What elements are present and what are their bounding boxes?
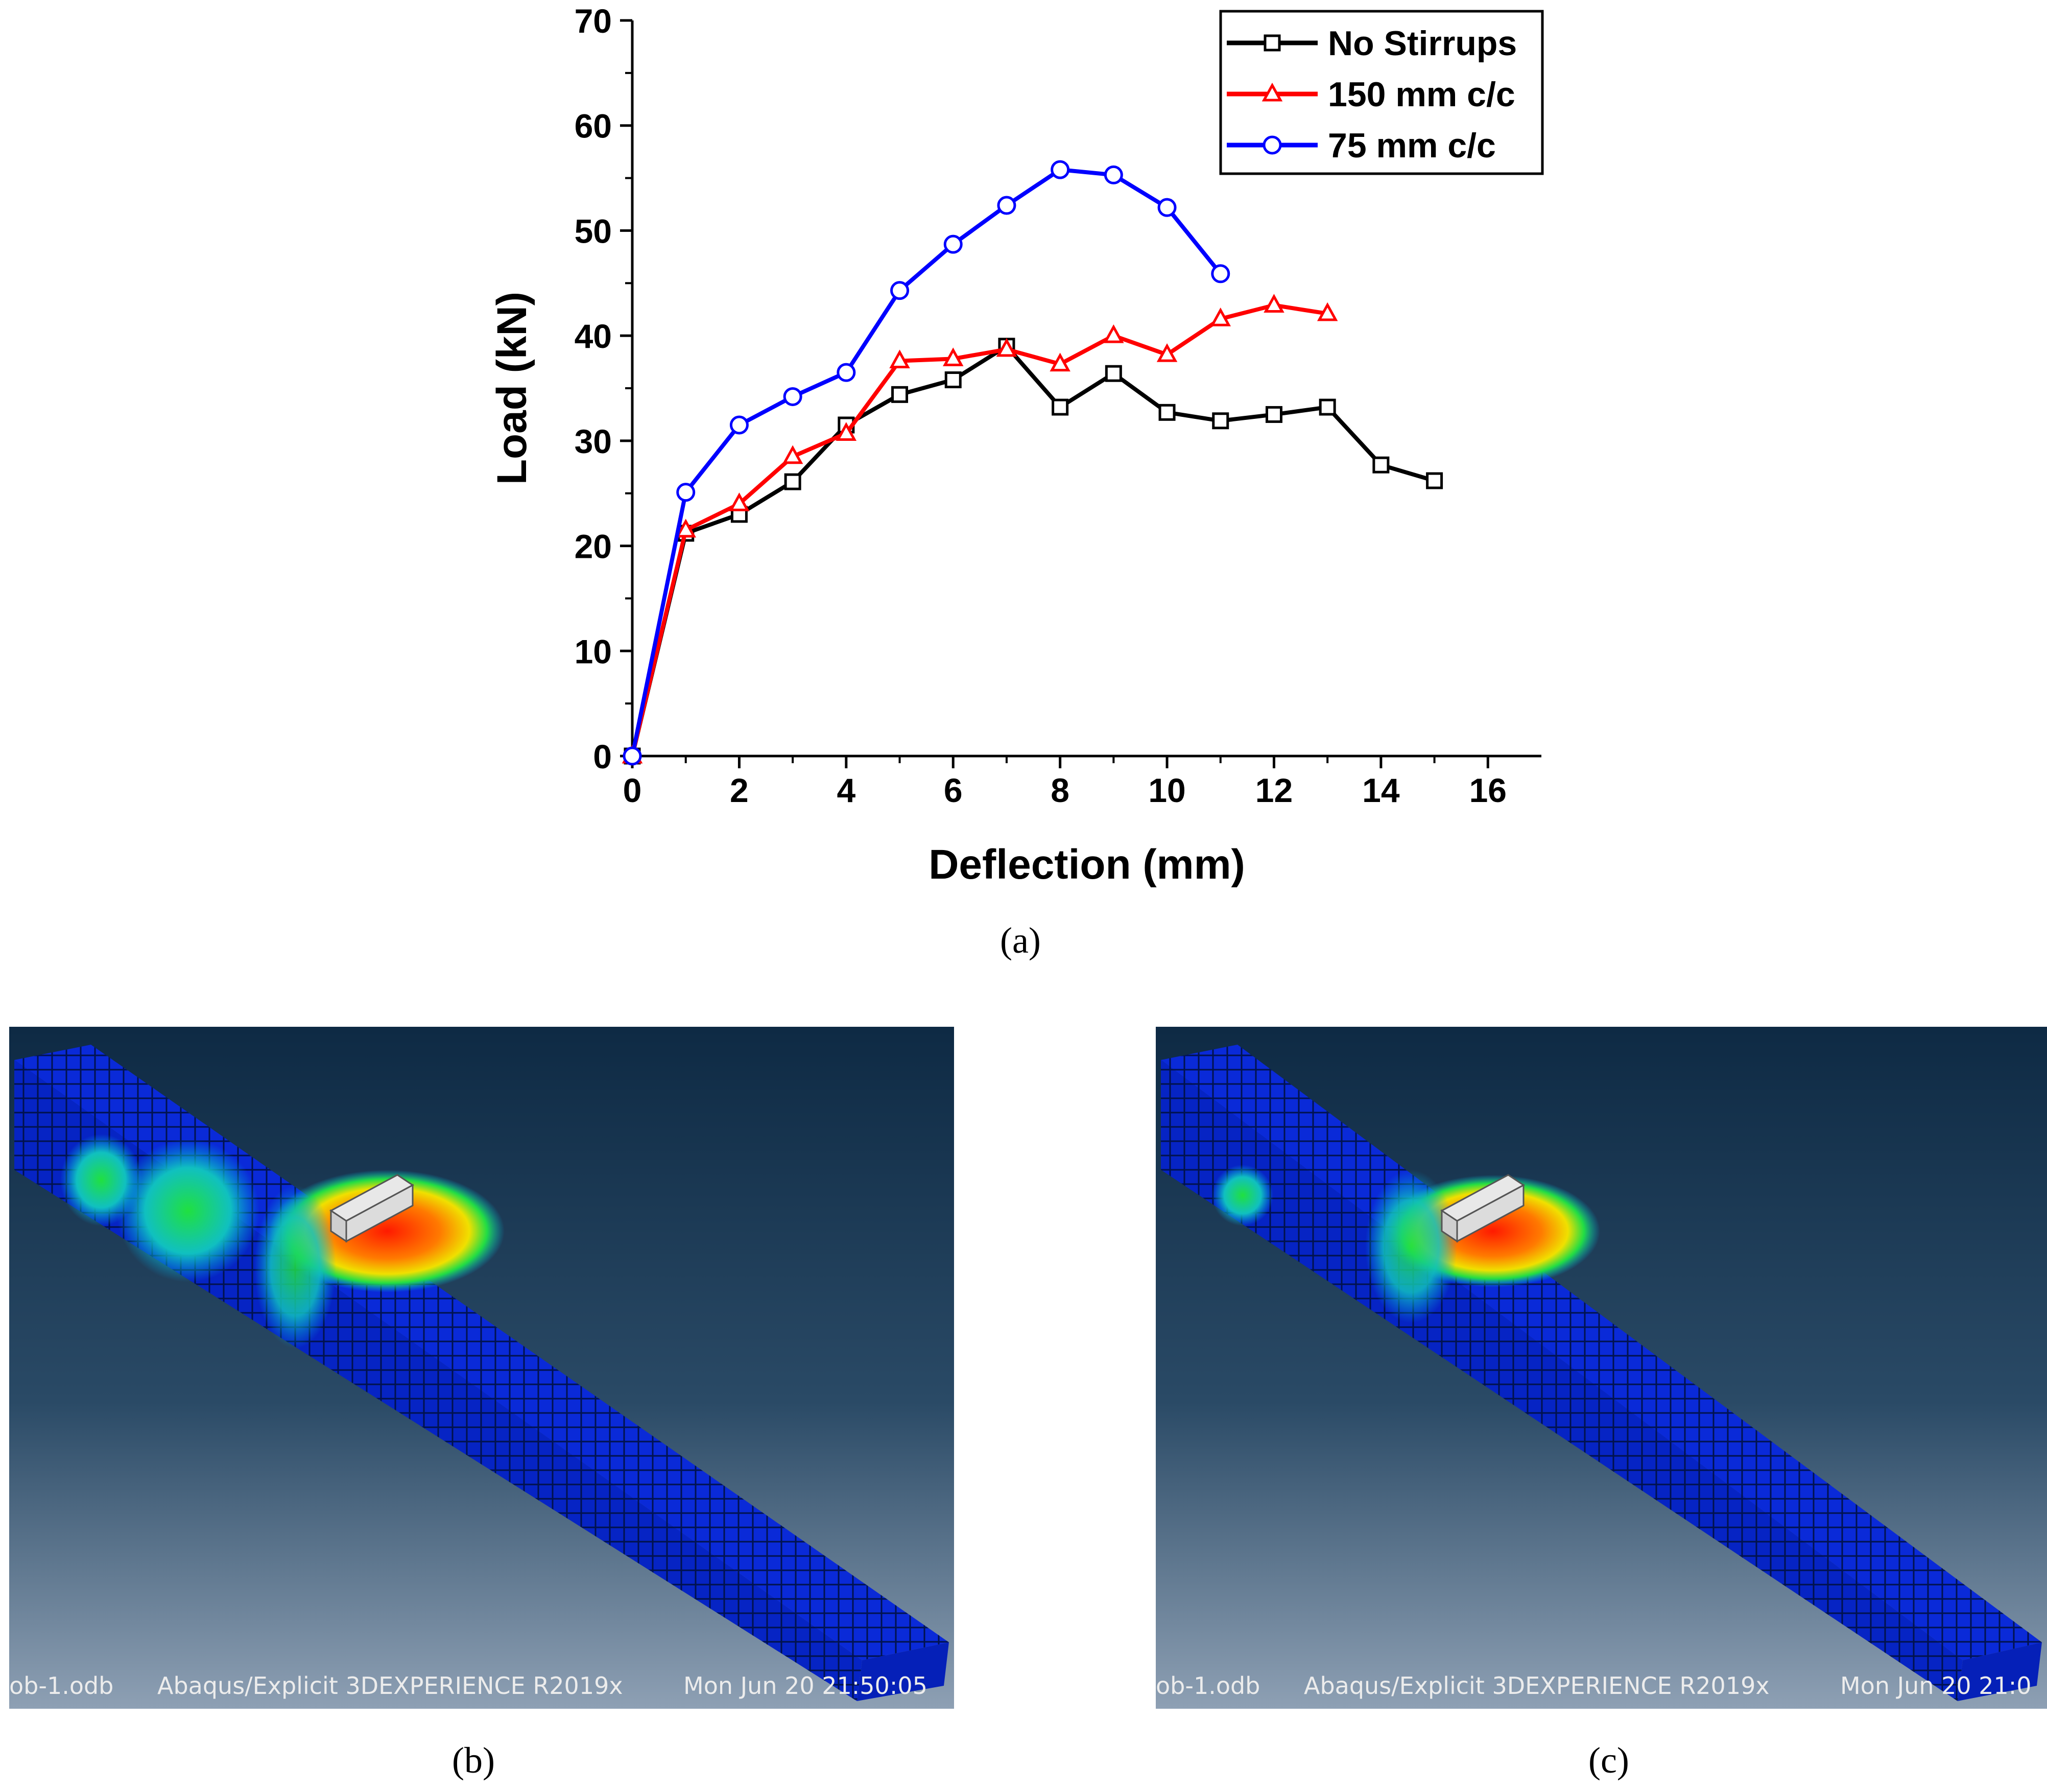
data-point [996, 338, 1017, 357]
data-point [1265, 406, 1282, 423]
data-point [1372, 456, 1390, 474]
status-file: ob-1.odb [9, 1672, 114, 1700]
load-deflection-chart: 0 2 4 6 8 10 12 14 16 0 10 20 30 40 50 60 70 Deflection (… [489, 2, 1544, 888]
data-point [1156, 343, 1178, 362]
legend-label: 150 mm c/c [1328, 75, 1515, 114]
y-axis-title: Load (kN) [489, 292, 535, 485]
legend-marker [1263, 135, 1282, 155]
data-point [1104, 165, 1123, 184]
x-tick-label: 14 [1362, 771, 1400, 809]
data-point [1319, 398, 1336, 416]
status-file: ob-1.odb [1156, 1672, 1260, 1700]
loading-plate-icon [1440, 1174, 1525, 1243]
legend-marker [1261, 82, 1283, 102]
y-tick-label: 0 [593, 738, 612, 775]
legend-label: No Stirrups [1328, 24, 1517, 63]
series-line [630, 344, 1435, 757]
status-software: Abaqus/Explicit 3DEXPERIENCE R2019x [1304, 1672, 1770, 1700]
fe-beam-render-b [9, 1027, 954, 1709]
data-point [783, 387, 802, 406]
y-tick-label: 30 [575, 422, 612, 460]
fe-panel-c: ob-1.odb Abaqus/Explicit 3DEXPERIENCE R2… [1156, 1027, 2047, 1709]
data-point [889, 349, 910, 369]
data-point [675, 518, 696, 538]
y-tick-label: 40 [575, 317, 612, 355]
y-tick-label: 10 [575, 632, 612, 670]
data-point [1052, 398, 1069, 416]
legend-marker [1264, 34, 1281, 52]
data-point [997, 196, 1016, 215]
data-point [1051, 160, 1070, 179]
data-point [1212, 412, 1229, 430]
x-tick-label: 6 [944, 771, 963, 809]
x-axis-title: Deflection (mm) [929, 841, 1245, 888]
series-line [630, 303, 1328, 757]
data-point [784, 473, 801, 490]
status-timestamp: Mon Jun 20 21:0 [1840, 1672, 2032, 1700]
data-point [943, 347, 964, 366]
data-point [1105, 365, 1122, 382]
data-point [1264, 294, 1284, 313]
x-tick-label: 2 [730, 771, 749, 809]
series-150-mm-c-c [622, 294, 1338, 764]
caption-a: (a) [1000, 920, 1041, 961]
y-tick-label: 20 [575, 528, 612, 565]
chart-series [622, 160, 1443, 766]
data-point [1211, 264, 1230, 284]
data-point [729, 415, 749, 435]
loading-plate-icon [329, 1174, 414, 1243]
data-point [890, 281, 910, 300]
data-point [1210, 308, 1231, 326]
x-tick-label: 16 [1469, 771, 1507, 809]
data-point [1050, 352, 1070, 372]
x-tick-label: 0 [623, 771, 642, 809]
x-tick-label: 8 [1051, 771, 1069, 809]
status-software: Abaqus/Explicit 3DEXPERIENCE R2019x [157, 1672, 623, 1700]
data-point [623, 746, 642, 766]
data-point [1158, 404, 1176, 421]
series-no-stirrups [624, 338, 1443, 765]
data-point [1157, 198, 1177, 217]
y-tick-label: 60 [575, 107, 612, 145]
x-tick-label: 12 [1255, 771, 1293, 809]
series-line [630, 168, 1222, 757]
data-point [837, 363, 856, 382]
chart-legend: No Stirrups 150 mm c/c 75 mm c/c [1219, 10, 1544, 175]
data-point [944, 371, 962, 389]
data-point [836, 422, 857, 441]
data-point [1426, 472, 1443, 489]
data-point [943, 234, 963, 254]
caption-c: (c) [1588, 1740, 1629, 1781]
data-point [782, 445, 803, 464]
data-point [1103, 324, 1124, 343]
chart-axes: 0 2 4 6 8 10 12 14 16 0 10 20 30 40 50 60 70 Deflection (… [489, 2, 1541, 888]
y-tick-label: 50 [575, 212, 612, 250]
y-tick-label: 70 [575, 2, 612, 40]
data-point [1317, 302, 1338, 321]
data-point [891, 386, 909, 403]
legend-label: 75 mm c/c [1328, 126, 1496, 165]
x-tick-label: 10 [1148, 771, 1185, 809]
series-75-mm-c-c [623, 160, 1230, 766]
data-point [676, 483, 696, 502]
status-timestamp: Mon Jun 20 21:50:05 [683, 1672, 927, 1700]
x-tick-label: 4 [837, 771, 855, 809]
fe-beam-render-c [1156, 1027, 2047, 1709]
caption-b: (b) [452, 1740, 495, 1781]
fe-panel-b: ob-1.odb Abaqus/Explicit 3DEXPERIENCE R2… [9, 1027, 954, 1709]
data-point [729, 492, 750, 511]
